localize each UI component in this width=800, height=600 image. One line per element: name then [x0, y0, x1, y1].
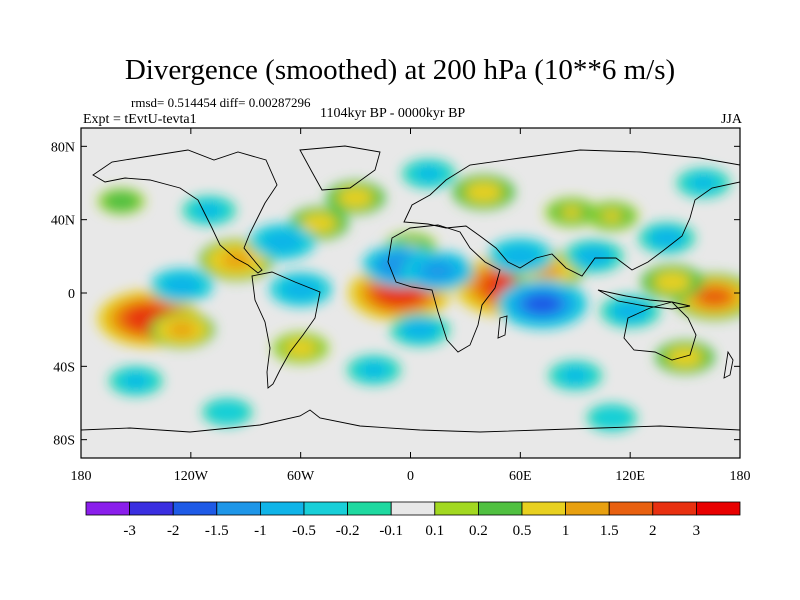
colorbar-swatch — [390, 501, 436, 516]
coast-north-america — [92, 149, 278, 274]
colorbar-label: 1 — [562, 523, 570, 539]
colorbar-swatch — [259, 501, 305, 516]
coast-africa — [387, 224, 501, 353]
colorbar-label: 0.2 — [469, 523, 488, 539]
coast-antarctica — [81, 409, 740, 433]
divergence-field — [97, 159, 740, 432]
anomaly-17-level-3 — [523, 293, 561, 315]
y-tick-label: 40N — [51, 214, 75, 229]
x-tick-label: 180 — [71, 469, 92, 484]
colorbar-label: -3 — [123, 523, 136, 539]
anomaly-27-level-3 — [407, 322, 433, 337]
x-tick-label: 180 — [730, 469, 751, 484]
anomaly-33-level-3 — [692, 176, 715, 190]
anomaly-10-level-3 — [470, 185, 497, 200]
period-label: 1104kyr BP - 0000kyr BP — [320, 106, 466, 121]
anomaly-32-level-3 — [417, 167, 440, 180]
rmsd-label: rmsd= — [131, 95, 165, 110]
anomaly-12-level-3 — [111, 195, 132, 207]
chart-title: Divergence (smoothed) at 200 hPa (10**6 … — [124, 54, 676, 86]
anomaly-5-level-3 — [697, 287, 732, 307]
colorbar-label: 0.1 — [425, 523, 444, 539]
colorbar-label: 3 — [693, 523, 701, 539]
coast-south-america — [251, 271, 321, 389]
colorbar-swatch — [652, 501, 697, 516]
rmsd-value: 0.514454 — [167, 95, 217, 110]
colorbar-swatch — [129, 501, 174, 516]
coast-greenland — [299, 145, 381, 191]
coastlines — [81, 145, 740, 433]
coast-indonesia — [597, 289, 691, 310]
anomaly-11-level-3 — [600, 209, 623, 223]
anomaly-34-level-3 — [217, 406, 238, 418]
colorbar-label: -0.5 — [292, 523, 316, 539]
colorbar-swatch — [434, 501, 479, 516]
season-label: JJA — [720, 112, 742, 127]
colorbar-label: -2 — [167, 523, 180, 539]
anomaly-6-level-3 — [659, 274, 686, 290]
y-tick-label: 0 — [68, 287, 75, 302]
coast-australia — [623, 301, 697, 361]
diff-value: 0.00287296 — [248, 95, 311, 110]
coast-madagascar — [497, 315, 508, 339]
colorbar-label: -0.1 — [379, 523, 403, 539]
y-tick-label: 80S — [53, 434, 75, 449]
colorbar-swatch — [85, 501, 130, 516]
anomaly-7-level-3 — [221, 251, 253, 269]
anomaly-8-level-3 — [306, 216, 332, 231]
x-tick-label: 60E — [509, 469, 532, 484]
y-tick-label: 80N — [51, 140, 75, 155]
experiment-label: Expt = tEvtU-tevta1 — [83, 112, 197, 127]
colorbar-swatch — [477, 501, 523, 516]
coast-new-zealand — [723, 350, 734, 379]
colorbar-swatch — [216, 501, 261, 516]
anomaly-14-level-3 — [672, 350, 698, 365]
y-axis: 80N 40N 0 40S 80S — [51, 140, 740, 449]
anomaly-35-level-3 — [601, 412, 623, 424]
anomaly-blobs — [97, 159, 740, 432]
anomaly-18-level-3 — [506, 248, 534, 264]
anomaly-2-level-3 — [378, 281, 421, 305]
colorbar-swatch — [347, 501, 392, 516]
anomaly-28-level-3 — [362, 363, 385, 377]
stats-line: rmsd= 0.514454 diff= 0.00287296 — [131, 95, 310, 111]
x-tick-label: 60W — [287, 469, 315, 484]
anomaly-20-level-3 — [423, 262, 453, 280]
anomaly-16-level-3 — [289, 341, 313, 355]
y-tick-label: 40S — [53, 360, 75, 375]
anomaly-25-level-3 — [655, 231, 679, 245]
colorbar-label: 0.5 — [513, 523, 532, 539]
anomaly-31-level-3 — [198, 204, 221, 217]
colorbar: -3 -2 -1.5 -1 -0.5 -0.2 -0.1 0.1 0.2 0.5 1 1.5 2 3 — [85, 501, 741, 539]
x-tick-label: 120W — [174, 469, 209, 484]
anomaly-21-level-3 — [581, 249, 606, 264]
colorbar-label: -1 — [254, 523, 267, 539]
colorbar-swatch — [303, 501, 348, 516]
diff-label: diff= — [219, 95, 246, 110]
x-tick-label: 0 — [407, 469, 414, 484]
colorbar-swatch — [172, 501, 218, 516]
anomaly-30-level-3 — [124, 374, 147, 388]
colorbar-swatch — [521, 501, 566, 516]
colorbar-label: -1.5 — [205, 523, 229, 539]
x-tick-label: 120E — [615, 469, 645, 484]
anomaly-29-level-3 — [564, 369, 587, 382]
colorbar-label: 2 — [649, 523, 657, 539]
colorbar-swatch — [696, 501, 741, 516]
anomaly-22-level-3 — [268, 234, 296, 250]
coast-eurasia — [403, 149, 740, 277]
colorbar-label: 1.5 — [600, 523, 619, 539]
x-axis: 180 120W 60W 0 60E 120E 180 — [71, 128, 751, 484]
anomaly-23-level-3 — [168, 278, 195, 293]
anomaly-24-level-3 — [287, 282, 314, 297]
anomaly-1-level-3 — [168, 322, 196, 338]
colorbar-swatch — [608, 501, 654, 516]
colorbar-swatch — [565, 501, 610, 516]
anomaly-15-level-3 — [560, 206, 583, 219]
anomaly-9-level-3 — [343, 190, 368, 205]
colorbar-label: -0.2 — [336, 523, 360, 539]
anomaly-26-level-3 — [617, 304, 643, 319]
